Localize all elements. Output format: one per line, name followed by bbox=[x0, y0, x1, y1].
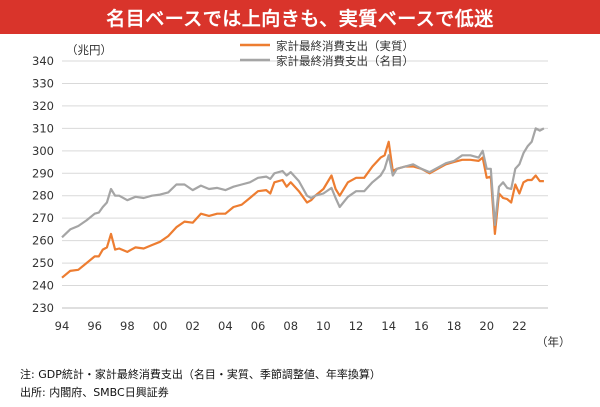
chart-title-banner: 名目ベースでは上向きも、実質ベースで低迷 bbox=[0, 0, 600, 34]
y-tick-label: 250 bbox=[32, 256, 54, 270]
y-tick-label: 260 bbox=[32, 234, 54, 248]
x-tick-label: 04 bbox=[218, 319, 233, 333]
x-tick-label: 06 bbox=[251, 319, 266, 333]
y-tick-label: 320 bbox=[32, 99, 54, 113]
x-tick-label: 00 bbox=[153, 319, 168, 333]
footnote-note: 注: GDP統計・家計最終消費支出（名目・実質、季節調整値、年率換算） bbox=[20, 368, 381, 381]
legend-label: 家計最終消費支出（実質） bbox=[276, 39, 414, 53]
x-tick-label: 18 bbox=[447, 319, 462, 333]
y-tick-label: 230 bbox=[32, 301, 54, 315]
x-tick-label: 16 bbox=[414, 319, 429, 333]
line-chart: 230 240 250 260 270 280 290 300 310 320 330 340 94 96… bbox=[32, 39, 571, 349]
y-tick-label: 270 bbox=[32, 211, 54, 225]
y-tick-label: 280 bbox=[32, 189, 54, 203]
x-tick-label: 10 bbox=[316, 319, 331, 333]
chart-title: 名目ベースでは上向きも、実質ベースで低迷 bbox=[106, 7, 494, 30]
x-tick-label: 08 bbox=[283, 319, 298, 333]
y-tick-label: 310 bbox=[32, 121, 54, 135]
x-tick-label: 96 bbox=[87, 319, 102, 333]
series-line-nominal bbox=[61, 127, 545, 239]
x-tick-label: 14 bbox=[381, 319, 396, 333]
x-tick-label: 02 bbox=[185, 319, 200, 333]
footnote-source: 出所: 内閣府、SMBC日興証券 bbox=[20, 386, 169, 399]
x-tick-label: 22 bbox=[512, 319, 527, 333]
x-tick-label: 94 bbox=[55, 319, 70, 333]
series-line-real bbox=[61, 140, 544, 279]
y-tick-label: 300 bbox=[32, 144, 54, 158]
x-axis-label: （年） bbox=[536, 335, 571, 349]
x-tick-label: 20 bbox=[479, 319, 494, 333]
legend-label: 家計最終消費支出（名目） bbox=[276, 54, 414, 68]
y-tick-label: 340 bbox=[32, 54, 54, 68]
y-axis-label: （兆円） bbox=[66, 43, 112, 57]
x-tick-label: 12 bbox=[349, 319, 364, 333]
y-tick-label: 240 bbox=[32, 279, 54, 293]
y-tick-label: 330 bbox=[32, 76, 54, 90]
x-tick-label: 98 bbox=[120, 319, 135, 333]
y-tick-label: 290 bbox=[32, 166, 54, 180]
